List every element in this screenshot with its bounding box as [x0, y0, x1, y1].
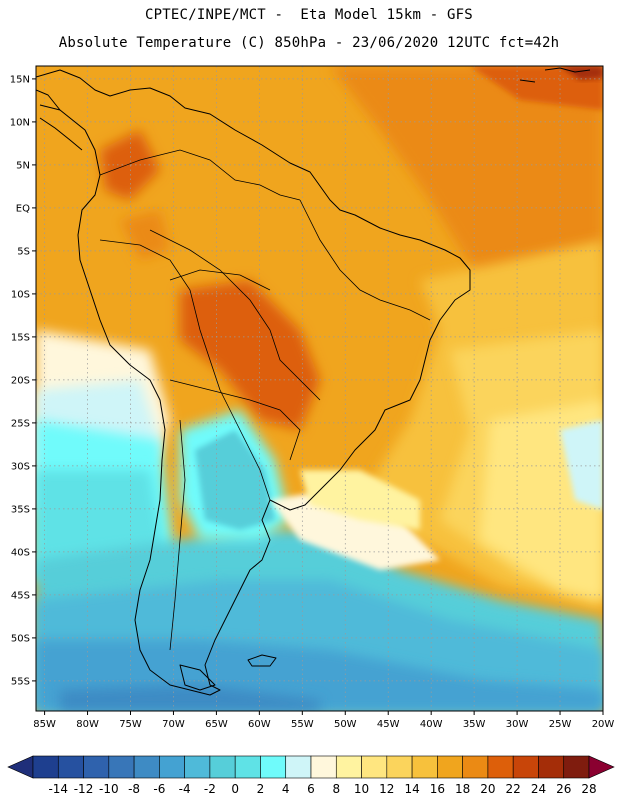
lat-label: 25S: [11, 418, 30, 429]
colorbar-over-arrow: [588, 755, 615, 779]
lon-label: 60W: [248, 719, 271, 730]
lon-label: 70W: [162, 719, 185, 730]
lat-label: 35S: [11, 504, 30, 515]
lon-label: 25W: [549, 719, 572, 730]
lon-label: 65W: [205, 719, 228, 730]
colorbar-label: 8: [332, 782, 341, 796]
colorbar-label: -12: [73, 782, 94, 796]
colorbar-label: -14: [48, 782, 69, 796]
colorbar-swatch: [563, 755, 590, 779]
lon-label: 45W: [377, 719, 400, 730]
colorbar-label: 26: [556, 782, 572, 796]
lat-label: 10N: [10, 117, 30, 128]
colorbar-swatch: [310, 755, 337, 779]
graticule: [36, 66, 604, 711]
colorbar-label: 28: [581, 782, 597, 796]
lon-label: 40W: [420, 719, 443, 730]
colorbar-label: 6: [307, 782, 315, 796]
lat-label: 45S: [11, 590, 30, 601]
lat-label: 55S: [11, 676, 30, 687]
colorbar-label: 12: [379, 782, 395, 796]
colorbar-swatch: [538, 755, 565, 779]
colorbar-swatch: [159, 755, 185, 779]
temperature-field: [36, 66, 603, 711]
colorbar-label: 4: [281, 782, 290, 796]
lat-label: 30S: [11, 461, 30, 472]
colorbar-label: -8: [128, 782, 141, 796]
country-borders: [99, 149, 431, 651]
colorbar-swatch: [184, 755, 211, 779]
lat-label: 40S: [11, 547, 30, 558]
colorbar-swatch: [512, 755, 539, 779]
lat-label: 10S: [11, 289, 30, 300]
colorbar-label: -2: [203, 782, 216, 796]
colorbar-label: 22: [505, 782, 521, 796]
colorbar-swatch: [57, 755, 84, 779]
colorbar-swatch: [411, 755, 438, 779]
colorbar-label: 14: [404, 782, 420, 796]
title-field: Absolute Temperature (C) 850hPa - 23/06/…: [58, 35, 560, 51]
colorbar-label: 0: [231, 782, 239, 796]
lat-label: 5S: [17, 246, 30, 257]
lon-label: 30W: [506, 719, 529, 730]
colorbar-label: 10: [353, 782, 370, 796]
lon-label: 80W: [76, 719, 99, 730]
lon-label: 35W: [463, 719, 486, 730]
colorbar-label: 24: [530, 782, 547, 796]
lon-label: 75W: [119, 719, 142, 730]
colorbar-swatch: [437, 755, 463, 779]
lat-label: 20S: [11, 375, 30, 386]
colorbar-swatch: [285, 755, 312, 779]
lon-label: 50W: [334, 719, 357, 730]
lat-label: 15N: [10, 74, 30, 85]
colorbar-swatch: [335, 755, 362, 779]
lon-label: 85W: [33, 719, 56, 730]
colorbar-label: -6: [153, 782, 166, 796]
colorbar-label: -10: [99, 782, 119, 796]
lon-label: 20W: [592, 719, 615, 730]
lat-label: 5N: [16, 160, 30, 171]
lat-label: 50S: [11, 633, 30, 644]
colorbar-swatch: [108, 755, 135, 779]
map-frame: [35, 65, 604, 712]
colorbar-swatch: [462, 755, 489, 779]
caribbean-islands: [519, 67, 591, 83]
colorbar-label: -4: [178, 782, 191, 796]
colorbar-swatch: [209, 755, 236, 779]
colorbar-label: 18: [454, 782, 471, 796]
colorbar-swatch: [234, 755, 261, 779]
lat-label: EQ: [16, 203, 30, 214]
colorbar-swatch: [83, 755, 110, 779]
colorbar: [7, 755, 615, 779]
central-america-coast: [36, 89, 83, 151]
colorbar-label: 16: [429, 782, 445, 796]
lat-label: 15S: [11, 332, 30, 343]
colorbar-swatch: [487, 755, 514, 779]
colorbar-label: 20: [480, 782, 496, 796]
colorbar-swatch: [386, 755, 413, 779]
colorbar-swatch: [260, 755, 287, 779]
falkland-islands: [247, 654, 277, 667]
colorbar-swatch: [361, 755, 388, 779]
axis-ticks: 15N 10N 5N EQ 5S 10S 15S 20S 25S 30S 35S 40S 45S 50S 5…: [10, 74, 615, 730]
colorbar-swatch: [32, 755, 59, 779]
tierra-del-fuego: [179, 664, 216, 691]
colorbar-swatch: [133, 755, 160, 779]
title-model: CPTEC/INPE/MCT - Eta Model 15km - GFS: [145, 7, 473, 23]
lon-label: 55W: [291, 719, 314, 730]
colorbar-label: 2: [256, 782, 265, 796]
colorbar-under-arrow: [7, 755, 34, 779]
